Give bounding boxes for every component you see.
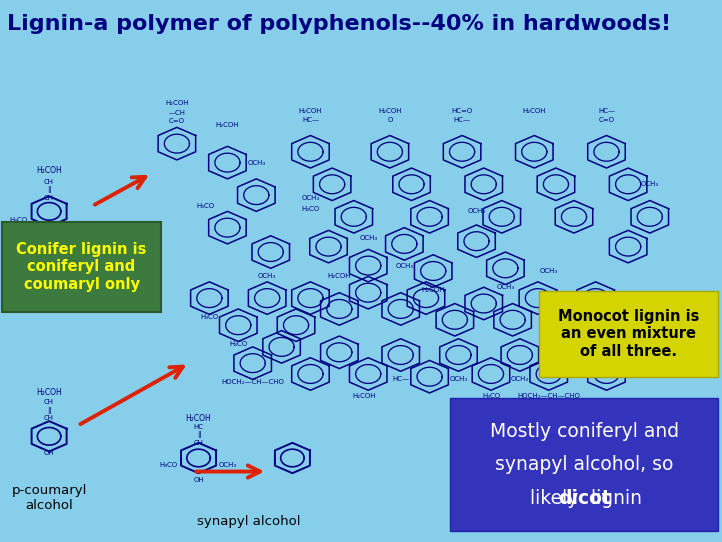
Text: HC—: HC— bbox=[598, 108, 615, 114]
Text: Mostly coniferyl and: Mostly coniferyl and bbox=[490, 422, 679, 441]
Text: H₂COH: H₂COH bbox=[523, 108, 546, 114]
Text: OCH₃: OCH₃ bbox=[395, 262, 414, 269]
Text: synapyl alcohol: synapyl alcohol bbox=[197, 515, 301, 528]
Text: H₃CO: H₃CO bbox=[200, 314, 219, 320]
FancyBboxPatch shape bbox=[539, 291, 718, 377]
Text: HOCH₂—CH—CHO: HOCH₂—CH—CHO bbox=[221, 379, 284, 385]
Text: OCH₃: OCH₃ bbox=[510, 376, 529, 383]
Text: H₂COH: H₂COH bbox=[165, 100, 188, 106]
Text: OCH₃: OCH₃ bbox=[218, 462, 237, 468]
Text: OCH₃: OCH₃ bbox=[467, 208, 486, 215]
Text: OCH₃: OCH₃ bbox=[258, 273, 277, 280]
Text: OCH₃: OCH₃ bbox=[359, 235, 378, 242]
FancyBboxPatch shape bbox=[2, 222, 161, 312]
Text: H₃CO: H₃CO bbox=[9, 216, 27, 223]
Text: H₂COH: H₂COH bbox=[299, 108, 322, 114]
Text: H₂COH: H₂COH bbox=[36, 166, 62, 175]
Text: ‖: ‖ bbox=[48, 407, 51, 414]
Text: CH: CH bbox=[44, 195, 54, 201]
Text: —CH: —CH bbox=[168, 109, 186, 116]
FancyBboxPatch shape bbox=[450, 398, 718, 531]
Text: OCH₃: OCH₃ bbox=[247, 159, 266, 166]
Text: HC—: HC— bbox=[453, 117, 471, 124]
Text: H₂COH: H₂COH bbox=[186, 414, 212, 423]
Text: ‖: ‖ bbox=[48, 186, 51, 193]
Text: C=O: C=O bbox=[169, 118, 185, 125]
Text: Lignin-a polymer of polyphenols--40% in hardwoods!: Lignin-a polymer of polyphenols--40% in … bbox=[7, 14, 671, 34]
Text: C=O: C=O bbox=[599, 117, 614, 124]
Text: HC—: HC— bbox=[302, 117, 319, 124]
Text: CH: CH bbox=[44, 415, 54, 422]
Text: OCH₃: OCH₃ bbox=[640, 181, 659, 188]
Text: Monocot lignin is
an even mixture
of all three.: Monocot lignin is an even mixture of all… bbox=[558, 309, 700, 359]
Text: coniferyl
alcohol: coniferyl alcohol bbox=[20, 262, 78, 291]
Text: H₂COH: H₂COH bbox=[378, 108, 401, 114]
Text: H₃CO: H₃CO bbox=[159, 462, 178, 468]
Text: CH: CH bbox=[193, 440, 204, 446]
Text: OCH₃: OCH₃ bbox=[568, 327, 587, 334]
Text: HOCH₂—CH—CHO: HOCH₂—CH—CHO bbox=[517, 392, 580, 399]
Text: OH: OH bbox=[193, 476, 204, 483]
Text: dicot: dicot bbox=[557, 489, 611, 508]
Text: H₂COH: H₂COH bbox=[36, 389, 62, 397]
Text: H₃CO: H₃CO bbox=[229, 341, 248, 347]
Text: OH: OH bbox=[44, 233, 54, 239]
Text: CH: CH bbox=[44, 178, 54, 185]
Text: HC: HC bbox=[193, 423, 204, 430]
Text: OCH₃: OCH₃ bbox=[449, 376, 468, 383]
Text: OCH₃: OCH₃ bbox=[301, 195, 320, 201]
Text: O: O bbox=[387, 117, 393, 124]
Text: OCH₃: OCH₃ bbox=[496, 284, 515, 291]
Text: OH: OH bbox=[44, 449, 54, 456]
Text: H₂COH: H₂COH bbox=[328, 273, 351, 280]
Text: p-coumaryl
alcohol: p-coumaryl alcohol bbox=[12, 483, 87, 512]
Text: Conifer lignin is
coniferyl and
coumaryl only: Conifer lignin is coniferyl and coumaryl… bbox=[17, 242, 147, 292]
Text: H₃CO: H₃CO bbox=[196, 203, 215, 209]
Text: H₃CO: H₃CO bbox=[301, 205, 320, 212]
Text: synapyl alcohol, so: synapyl alcohol, so bbox=[495, 455, 674, 474]
Text: lignin: lignin bbox=[585, 489, 642, 508]
Text: OCH₃: OCH₃ bbox=[539, 268, 558, 274]
Text: H₂COH: H₂COH bbox=[422, 287, 445, 293]
Text: CH: CH bbox=[44, 399, 54, 405]
Text: H₃CO: H₃CO bbox=[482, 392, 500, 399]
Text: ‖: ‖ bbox=[197, 431, 200, 438]
Text: HC=O: HC=O bbox=[451, 108, 473, 114]
Text: H₂COH: H₂COH bbox=[216, 121, 239, 128]
Text: HC—: HC— bbox=[392, 376, 409, 383]
Text: likely: likely bbox=[530, 489, 584, 508]
Text: H₂COH: H₂COH bbox=[353, 392, 376, 399]
